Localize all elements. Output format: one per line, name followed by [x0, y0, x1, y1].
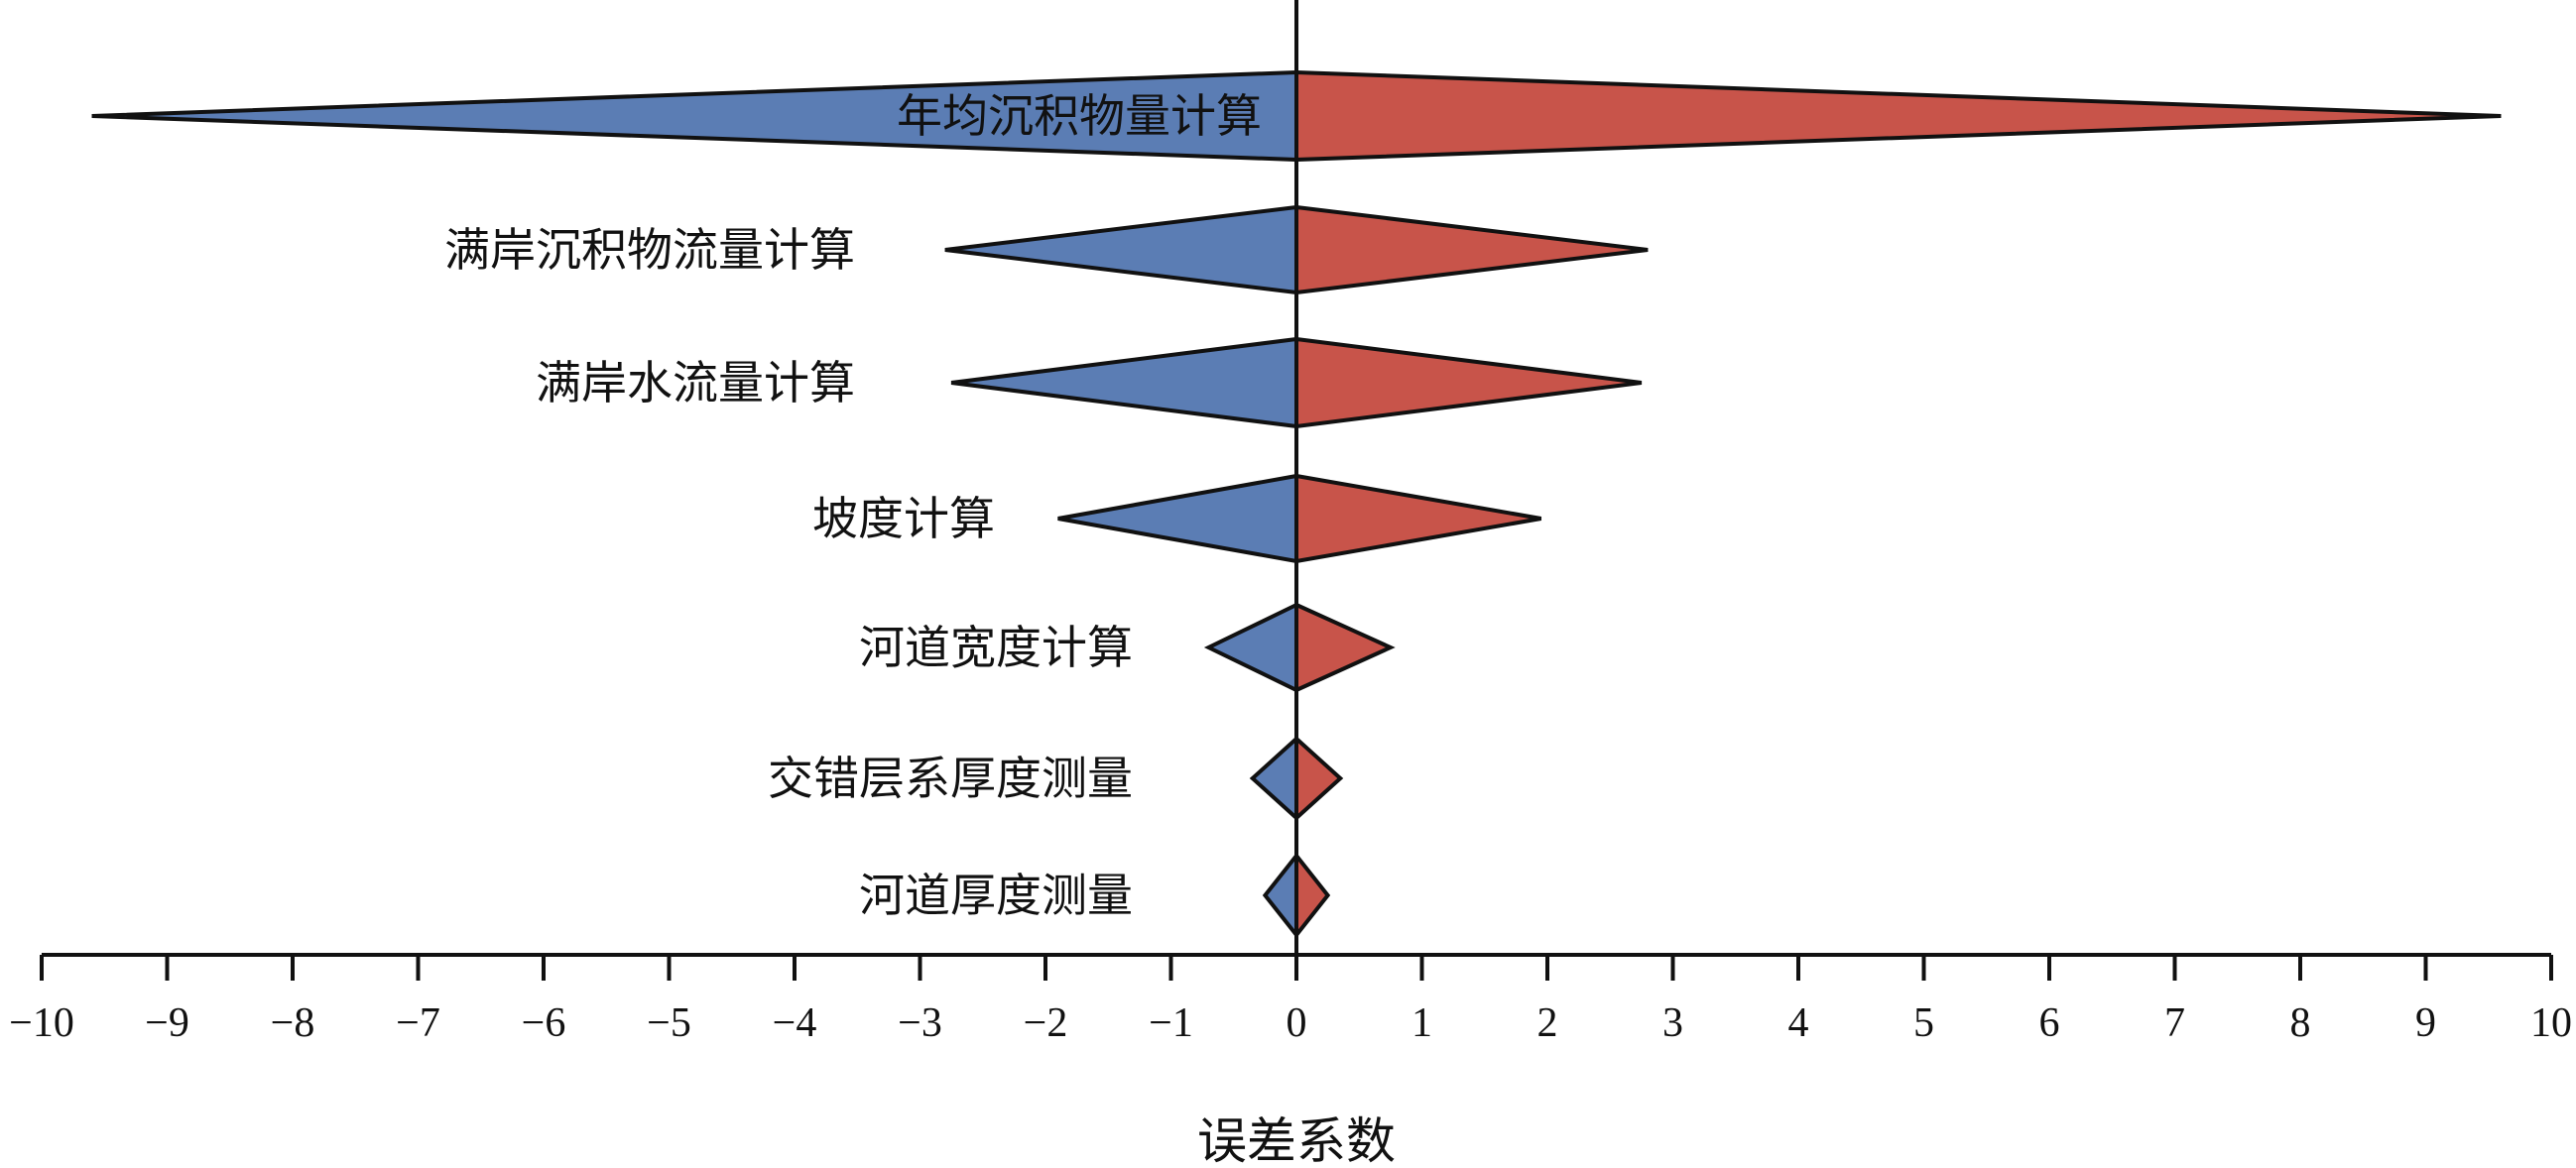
x-axis-title: 误差系数 — [1197, 1112, 1396, 1168]
x-tick-label: −5 — [647, 1000, 691, 1046]
x-tick-label: −2 — [1024, 1000, 1068, 1046]
category-label: 坡度计算 — [812, 492, 995, 545]
diamond-negative-half — [1262, 850, 1298, 941]
diamond-positive-half — [1294, 69, 2502, 163]
x-tick-label: 0 — [1287, 1000, 1307, 1046]
x-tick-label: 3 — [1662, 1000, 1683, 1046]
diamond-positive-half — [1294, 473, 1542, 564]
diamond-positive-half — [1294, 734, 1344, 823]
diamond-positive-half — [1294, 850, 1331, 941]
x-tick-label: −7 — [396, 1000, 440, 1046]
category-label: 满岸水流量计算 — [536, 356, 855, 409]
x-tick-label: −4 — [773, 1000, 817, 1046]
category-label: 河道厚度测量 — [859, 869, 1133, 922]
diamond-negative-half — [1203, 601, 1298, 694]
x-tick-label: 5 — [1913, 1000, 1934, 1046]
diamond-negative-half — [950, 336, 1298, 429]
x-tick-label: 9 — [2415, 1000, 2436, 1046]
x-tick-label: 6 — [2039, 1000, 2060, 1046]
diamond-positive-half — [1294, 336, 1643, 429]
diamond-negative-half — [1249, 734, 1298, 823]
category-label: 河道宽度计算 — [859, 621, 1133, 674]
x-tick-label: −10 — [9, 1000, 74, 1046]
x-tick-label: −6 — [522, 1000, 566, 1046]
category-labels-group: 年均沉积物量计算满岸沉积物流量计算满岸水流量计算坡度计算河道宽度计算交错层系厚度… — [444, 89, 1262, 922]
x-axis-ticks-group: −10 −9 −8 −7 −6 −5 −4 −3 −2 −1 0 1 2 3 4 5 6 7 8 9 10 — [9, 955, 2572, 1046]
x-tick-label: 10 — [2530, 1000, 2572, 1046]
category-label: 满岸沉积物流量计算 — [444, 223, 855, 277]
x-tick-label: 8 — [2290, 1000, 2311, 1046]
diamond-negative-half — [1057, 473, 1298, 564]
x-tick-label: −3 — [898, 1000, 942, 1046]
diamond-positive-half — [1294, 601, 1396, 694]
category-label: 交错层系厚度测量 — [768, 752, 1133, 805]
diamond-series-group — [91, 69, 2502, 941]
x-tick-label: 4 — [1788, 1000, 1809, 1046]
diamond-positive-half — [1294, 204, 1649, 295]
x-tick-label: −9 — [145, 1000, 189, 1046]
x-tick-label: −1 — [1149, 1000, 1193, 1046]
x-tick-label: −8 — [271, 1000, 315, 1046]
x-tick-label: 1 — [1411, 1000, 1432, 1046]
category-label: 年均沉积物量计算 — [897, 89, 1262, 143]
x-tick-label: 7 — [2164, 1000, 2185, 1046]
diamond-negative-half — [944, 204, 1298, 295]
x-tick-label: 2 — [1537, 1000, 1558, 1046]
